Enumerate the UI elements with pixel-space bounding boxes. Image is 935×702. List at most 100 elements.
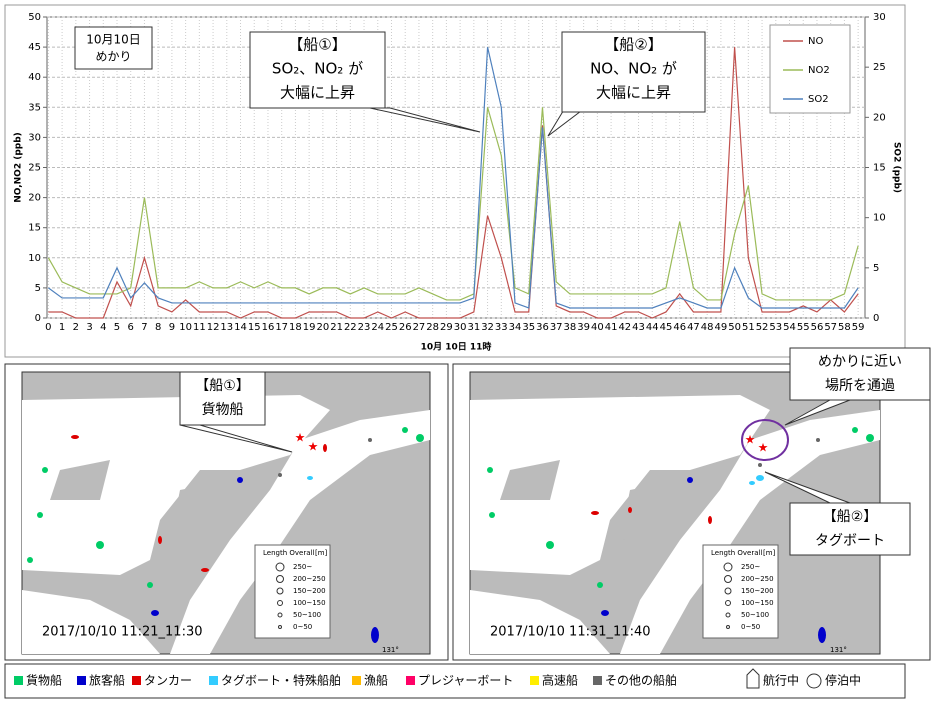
legend-swatch bbox=[77, 676, 86, 685]
legend-swatch bbox=[593, 676, 602, 685]
length-icon bbox=[724, 575, 732, 583]
svg-text:★: ★ bbox=[758, 441, 769, 455]
x-tick-label: 52 bbox=[756, 322, 769, 333]
legend-label: 高速船 bbox=[542, 673, 578, 688]
legend-label: NO bbox=[808, 36, 823, 47]
callout-text: 【船①】 bbox=[195, 378, 250, 394]
y-tick-label: 10 bbox=[28, 253, 41, 264]
x-tick-label: 0 bbox=[45, 322, 51, 333]
x-tick-label: 26 bbox=[399, 322, 412, 333]
x-tick-label: 37 bbox=[550, 322, 563, 333]
length-legend-item: 150~200 bbox=[293, 587, 326, 595]
x-tick-label: 9 bbox=[169, 322, 175, 333]
legend-label: タンカー bbox=[144, 674, 192, 688]
legend-label: 漁船 bbox=[364, 674, 388, 688]
map-caption: 2017/10/10 11:31_11:40 bbox=[490, 625, 651, 640]
x-tick-label: 35 bbox=[522, 322, 535, 333]
y2-tick-label: 20 bbox=[873, 112, 886, 123]
x-tick-label: 6 bbox=[128, 322, 134, 333]
callout-text: 【船②】 bbox=[823, 509, 878, 525]
x-tick-label: 20 bbox=[317, 322, 330, 333]
x-tick-label: 14 bbox=[234, 322, 247, 333]
x-tick-label: 47 bbox=[687, 322, 700, 333]
y2-tick-label: 0 bbox=[873, 313, 879, 324]
callout-box bbox=[789, 502, 911, 556]
map: ★ ★ bbox=[21, 371, 431, 655]
x-tick-label: 10 bbox=[179, 322, 192, 333]
x-tick-label: 48 bbox=[701, 322, 714, 333]
length-legend-item: 50~100 bbox=[293, 611, 321, 619]
length-legend-title: Length Overall bbox=[711, 549, 762, 557]
data-line bbox=[48, 47, 859, 319]
y2-tick-label: 30 bbox=[873, 12, 886, 23]
length-icon bbox=[277, 600, 283, 606]
length-legend-item: 200~250 bbox=[741, 575, 774, 583]
legend-label: SO2 bbox=[808, 94, 829, 105]
x-tick-label: 11 bbox=[193, 322, 206, 333]
annotation-text: 【船②】 bbox=[604, 36, 662, 54]
x-tick-label: 53 bbox=[769, 322, 782, 333]
length-legend-unit: [m] bbox=[763, 549, 776, 557]
x-tick-label: 46 bbox=[673, 322, 686, 333]
x-tick-label: 43 bbox=[632, 322, 645, 333]
x-tick-label: 16 bbox=[262, 322, 275, 333]
x-tick-label: 44 bbox=[646, 322, 659, 333]
ship-legend bbox=[4, 663, 906, 699]
x-tick-label: 49 bbox=[715, 322, 728, 333]
x-tick-label: 28 bbox=[426, 322, 439, 333]
length-legend-item: 100~150 bbox=[741, 599, 774, 607]
x-tick-label: 34 bbox=[509, 322, 522, 333]
x-tick-label: 40 bbox=[591, 322, 604, 333]
x-tick-label: 2 bbox=[73, 322, 79, 333]
y-tick-label: 25 bbox=[28, 163, 41, 174]
annotation-text: 10月10日 bbox=[86, 33, 141, 47]
legend-label: NO2 bbox=[808, 65, 830, 76]
annotation-text: 大幅に上昇 bbox=[280, 84, 355, 102]
length-legend-item: 250~ bbox=[293, 563, 312, 571]
x-tick-label: 41 bbox=[605, 322, 618, 333]
length-legend-item: 50~100 bbox=[741, 611, 769, 619]
legend-swatch bbox=[530, 676, 539, 685]
y2-axis-label: SO2 (ppb) bbox=[892, 142, 902, 193]
length-icon bbox=[277, 612, 283, 618]
x-tick-label: 3 bbox=[86, 322, 92, 333]
data-line bbox=[48, 46, 859, 309]
x-tick-label: 51 bbox=[742, 322, 755, 333]
x-tick-label: 58 bbox=[838, 322, 851, 333]
y-tick-label: 20 bbox=[28, 193, 41, 204]
annotation-text: SO₂、NO₂ が bbox=[272, 60, 363, 78]
x-tick-label: 55 bbox=[797, 322, 810, 333]
length-icon bbox=[275, 562, 285, 572]
length-legend bbox=[254, 544, 331, 639]
svg-text:★: ★ bbox=[745, 433, 756, 447]
legend-label: 停泊中 bbox=[825, 673, 861, 688]
map-caption: 2017/10/10 11:21_11:30 bbox=[42, 625, 203, 640]
y2-tick-label: 5 bbox=[873, 263, 879, 274]
x-tick-label: 19 bbox=[303, 322, 316, 333]
x-axis-label: 10月 10日 11時 bbox=[421, 341, 492, 353]
map: ★ ★ bbox=[469, 371, 881, 655]
length-legend-title: Length Overall bbox=[263, 549, 314, 557]
length-icon bbox=[278, 625, 282, 629]
callout-text: めかりに近い bbox=[818, 354, 902, 370]
legend-swatch bbox=[132, 676, 141, 685]
legend-swatch bbox=[209, 676, 218, 685]
x-tick-label: 36 bbox=[536, 322, 549, 333]
x-tick-label: 4 bbox=[100, 322, 106, 333]
x-tick-label: 29 bbox=[440, 322, 453, 333]
status-icon bbox=[746, 668, 760, 689]
x-tick-label: 32 bbox=[481, 322, 494, 333]
longitude-label: 131° bbox=[830, 646, 847, 654]
legend-label: 貨物船 bbox=[26, 673, 62, 688]
length-icon bbox=[725, 600, 731, 606]
length-icon bbox=[723, 562, 733, 572]
x-tick-label: 13 bbox=[220, 322, 233, 333]
legend-label: タグボート・特殊船舶 bbox=[221, 673, 341, 688]
svg-text:★: ★ bbox=[295, 431, 306, 445]
legend-label: その他の船舶 bbox=[605, 673, 677, 688]
x-tick-label: 30 bbox=[454, 322, 467, 333]
x-tick-label: 31 bbox=[467, 322, 480, 333]
annotation-box bbox=[561, 31, 706, 113]
x-tick-label: 15 bbox=[248, 322, 261, 333]
